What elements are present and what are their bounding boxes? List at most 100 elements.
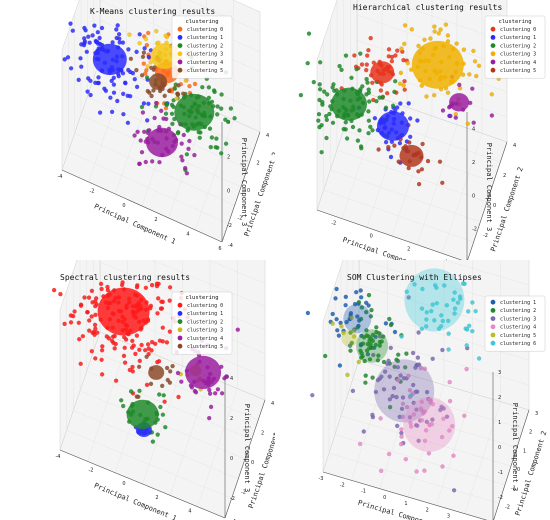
data-point (402, 365, 408, 370)
legend-label: clustering 3 (187, 328, 223, 334)
data-point (428, 400, 433, 405)
data-point (341, 126, 346, 132)
data-point (160, 325, 166, 330)
data-point (414, 423, 420, 428)
axis-lines (316, 112, 508, 260)
data-point (359, 146, 364, 151)
data-point (368, 124, 373, 130)
legend-marker (490, 324, 496, 330)
data-point (116, 31, 122, 37)
z-tick-label: -1 (498, 470, 503, 476)
data-point (298, 92, 304, 98)
data-point (370, 128, 375, 133)
x-tick-label: 0 (370, 234, 373, 240)
data-point (361, 335, 367, 340)
data-point (72, 309, 77, 314)
data-point (170, 363, 175, 369)
legend-label: clustering 2 (187, 43, 223, 49)
data-point (158, 404, 163, 410)
data-point (137, 347, 142, 353)
data-point (360, 341, 366, 346)
data-point (367, 357, 373, 362)
x-tick-label: -3 (319, 476, 324, 482)
data-point (153, 100, 159, 106)
data-point (429, 422, 435, 427)
data-point (349, 75, 354, 81)
x-tick-label: 3 (447, 514, 450, 520)
data-point (411, 400, 416, 406)
data-point (99, 357, 104, 363)
data-point (397, 140, 403, 146)
data-point (118, 398, 124, 403)
x-tick-label: -2 (340, 482, 345, 488)
data-point (447, 398, 453, 404)
legend-label: clustering 1 (500, 35, 536, 41)
data-point (92, 322, 98, 328)
data-point (82, 295, 87, 300)
data-point (330, 321, 335, 326)
data-point (317, 82, 322, 87)
legend-label: clustering 2 (500, 43, 536, 49)
data-point (142, 347, 148, 353)
data-point (439, 313, 444, 318)
x-tick-label: 0 (383, 495, 386, 501)
data-point (159, 306, 165, 311)
data-point (337, 363, 343, 368)
data-point (114, 27, 119, 32)
legend-marker (490, 340, 496, 346)
data-point (363, 300, 369, 306)
data-point (142, 46, 147, 51)
data-point (145, 342, 151, 347)
data-point (134, 49, 139, 55)
data-point (397, 81, 403, 86)
data-point (137, 388, 142, 394)
data-point (82, 25, 87, 31)
data-point (78, 303, 84, 308)
data-point (381, 359, 387, 365)
z-axis-label: Principal Component 3 (485, 143, 493, 232)
data-point (154, 28, 159, 34)
data-point (406, 295, 411, 300)
data-point (115, 98, 120, 104)
y-tick-label: 2 (257, 161, 260, 167)
data-point (366, 47, 371, 53)
data-point (165, 377, 171, 383)
data-point (370, 332, 376, 338)
legend-label: clustering 0 (500, 27, 536, 33)
data-point (370, 80, 375, 86)
z-tick-label: 2 (472, 160, 475, 166)
data-point (76, 77, 81, 83)
data-point (126, 47, 131, 52)
data-point (84, 49, 90, 55)
legend-label: clustering 5 (500, 333, 536, 339)
data-point (464, 366, 469, 372)
data-point (420, 286, 425, 292)
data-point (440, 318, 446, 324)
data-point (406, 101, 411, 106)
data-point (327, 111, 332, 117)
data-point (98, 281, 104, 287)
data-point (144, 354, 149, 360)
data-point (416, 438, 421, 444)
z-tick-label: 0 (227, 189, 230, 195)
data-point (419, 399, 425, 405)
data-point (465, 121, 471, 126)
cluster-ellipsoid (377, 111, 409, 141)
data-point (415, 355, 421, 360)
data-point (121, 334, 127, 340)
data-point (122, 345, 127, 351)
legend-label: clustering 4 (187, 60, 223, 66)
legend-marker (490, 26, 496, 32)
data-point (219, 92, 224, 97)
data-point (351, 334, 357, 339)
series-clustering-6 (399, 281, 482, 398)
data-point (414, 469, 419, 474)
cluster-ellipsoid (411, 40, 464, 89)
data-point (461, 47, 467, 52)
data-point (356, 359, 362, 365)
data-point (355, 314, 360, 319)
data-point (408, 393, 414, 398)
data-point (384, 361, 390, 367)
